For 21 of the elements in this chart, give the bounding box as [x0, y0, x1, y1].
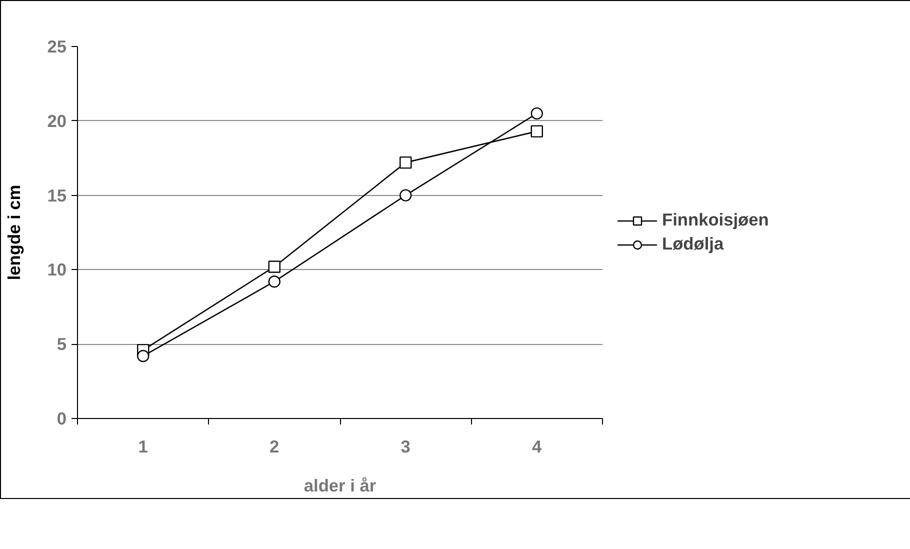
x-tick-label: 4 [532, 436, 542, 456]
point [268, 260, 280, 273]
y-tick-label: 10 [47, 260, 67, 280]
point [400, 189, 412, 202]
x-tick-label: 1 [138, 436, 148, 456]
y-tick-label: 20 [47, 110, 67, 131]
y-tick-label: 0 [56, 408, 67, 428]
y-axis-title: lengde i cm [4, 184, 24, 280]
y-tick-label: 15 [47, 185, 67, 206]
point [530, 107, 543, 120]
x-axis-title: alder i år [304, 476, 376, 496]
x-tick-label: 3 [400, 436, 411, 456]
point [400, 156, 412, 169]
x-tick-label: 2 [270, 436, 280, 456]
point [137, 350, 150, 362]
y-tick-label: 25 [47, 36, 67, 56]
point [530, 125, 543, 138]
y-tick-label: 5 [56, 334, 67, 354]
legend-label: Finnkoisjøen [662, 210, 769, 230]
point [268, 276, 280, 288]
legend-label: Lødølja [662, 234, 724, 254]
